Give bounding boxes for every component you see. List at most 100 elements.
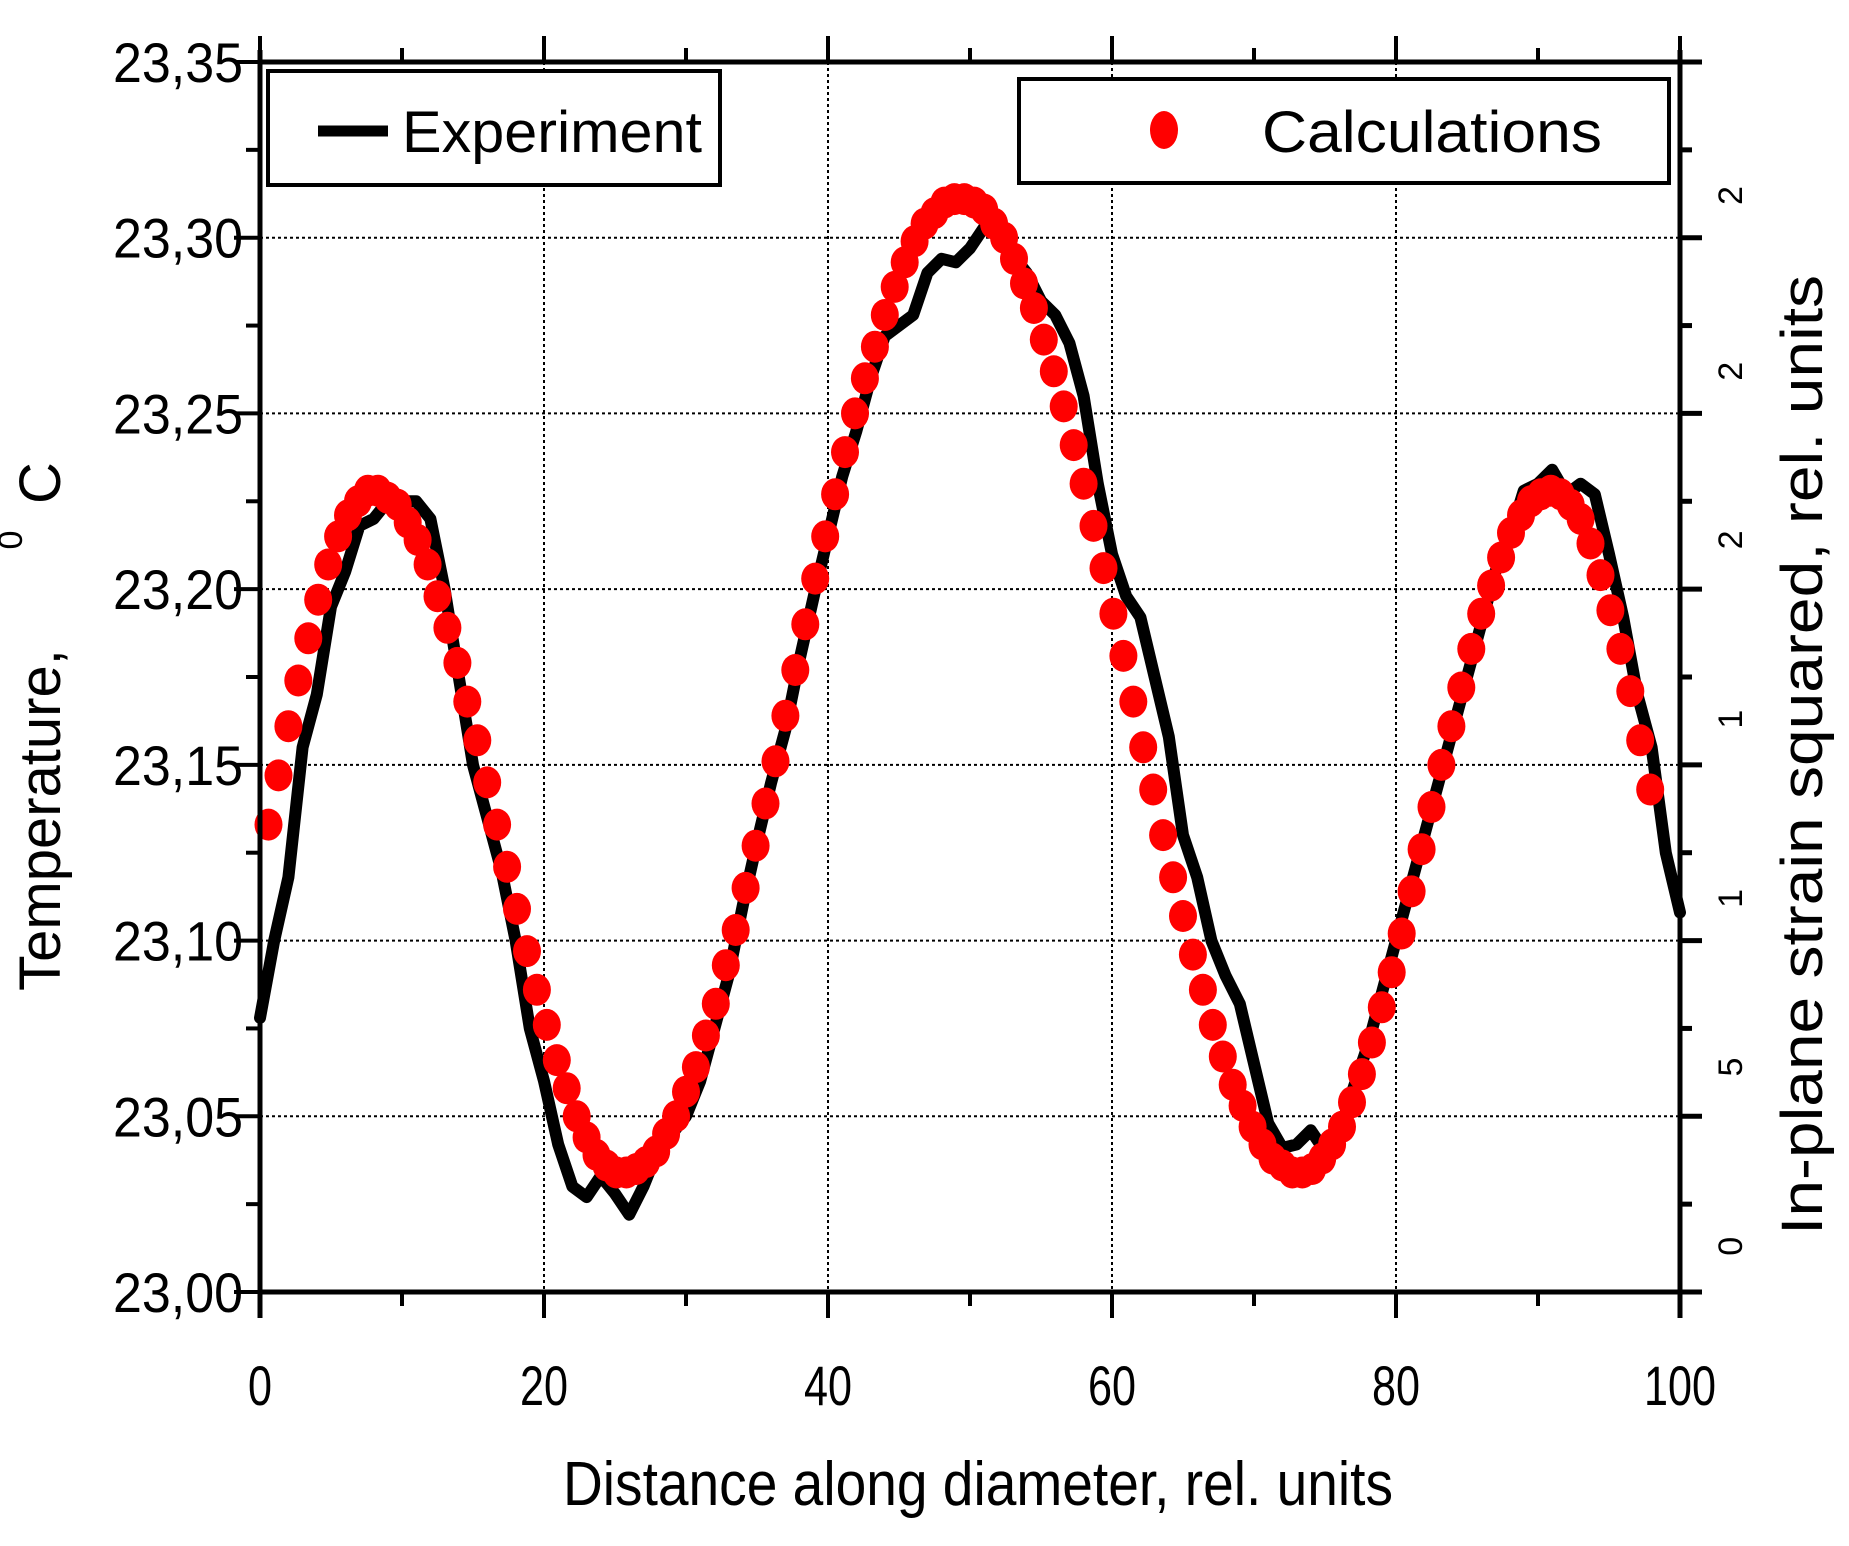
calculation-point-marker: [1059, 429, 1088, 462]
calculation-point-marker: [532, 1008, 561, 1041]
x-tick-label: 80: [1372, 1354, 1420, 1417]
calculation-point-marker: [1576, 527, 1605, 560]
calculation-point-marker: [711, 949, 740, 982]
calculation-point-marker: [274, 710, 303, 743]
y2-tick-label-fragment: 1: [1712, 889, 1750, 908]
calculation-point-marker: [841, 397, 869, 430]
plot-series: [254, 183, 1686, 1221]
y-tick-label: 23,30: [113, 207, 243, 270]
calculation-point-marker: [513, 935, 541, 968]
y2-tick-label-fragment: 5: [1712, 1058, 1750, 1077]
calculation-point-marker: [731, 871, 760, 904]
y2-axis-title: In-plane strain squared, rel. units: [1770, 275, 1835, 1235]
calculation-point-marker: [1169, 900, 1197, 932]
calculation-point-marker: [403, 523, 432, 556]
calculation-point-marker: [463, 724, 492, 757]
y2-tick-label: 5: [1712, 1058, 1750, 1077]
calculation-point-marker: [1626, 724, 1655, 757]
calculation-point-marker: [1367, 991, 1396, 1024]
x-tick-label: 0: [248, 1354, 272, 1417]
calculation-point-marker: [1129, 731, 1158, 764]
calculation-point-marker: [1109, 639, 1138, 672]
calculation-point-marker: [542, 1044, 571, 1077]
y-tick-label: 23,10: [113, 910, 243, 973]
calculation-point-marker: [1397, 875, 1426, 908]
calculation-point-marker: [304, 583, 333, 616]
y2-tick-label: 2: [1712, 186, 1750, 205]
calculation-point-marker: [662, 1100, 691, 1133]
calculation-point-marker: [831, 436, 859, 469]
calculation-point-marker: [1407, 833, 1436, 866]
y-tick-label: 23,20: [113, 558, 243, 621]
calculation-point-marker: [423, 580, 452, 613]
x-tick-label: 40: [804, 1354, 852, 1417]
calculation-point-marker: [1039, 355, 1068, 388]
axis-ticks: [234, 36, 1702, 1318]
calculation-point-marker: [1119, 685, 1148, 718]
calculation-point-marker: [761, 745, 790, 778]
y2-tick-label: 2: [1712, 530, 1750, 549]
calculation-point-marker: [503, 892, 531, 925]
y-axis-title: Temperature, 0 C: [0, 462, 73, 991]
calculation-point-marker: [1377, 956, 1406, 989]
legend-calculations-label: Calculations: [1262, 100, 1602, 165]
axis-tick-labels: 0 20 40 60 80 10023,0023,0523,1023,1523,2023,…: [113, 31, 1750, 1417]
calculation-point-marker: [1357, 1026, 1386, 1059]
calculation-point-marker: [1188, 973, 1217, 1006]
calculation-point-marker: [1487, 541, 1516, 574]
calculation-point-marker: [522, 973, 551, 1006]
y2-tick-label: 1: [1712, 889, 1750, 908]
calculation-point-marker: [1089, 552, 1118, 585]
x-axis-title: Distance along diameter, rel. units: [563, 1450, 1393, 1519]
x-tick-label: 20: [520, 1354, 568, 1417]
calculation-point-marker: [1387, 917, 1416, 950]
calculations-series-markers: [254, 183, 1665, 1189]
y2-tick-label: 2: [1712, 362, 1750, 381]
calculation-point-marker: [1049, 390, 1078, 423]
calculation-point-marker: [1010, 267, 1038, 300]
calculation-point-marker: [781, 654, 810, 686]
calculation-point-marker: [672, 1075, 700, 1108]
legend-calculations-box: [1017, 77, 1671, 185]
y2-tick-label-fragment: 1: [1712, 710, 1750, 729]
calculation-point-marker: [721, 914, 750, 946]
calculation-point-marker: [1616, 675, 1645, 708]
calculation-point-marker: [870, 299, 899, 331]
calculation-point-marker: [1417, 791, 1446, 823]
calculation-point-marker: [1328, 1110, 1356, 1143]
calculation-point-marker: [751, 787, 780, 820]
calculation-point-marker: [1000, 242, 1028, 275]
calculation-point-marker: [294, 622, 323, 655]
calculation-point-marker: [1586, 559, 1615, 592]
calculation-point-marker: [264, 759, 293, 792]
y-tick-label: 23,25: [113, 382, 243, 445]
calculation-point-marker: [284, 664, 313, 697]
legend-red-dot-swatch-icon: [1150, 111, 1178, 149]
calculation-point-marker: [1566, 502, 1595, 535]
calculation-point-marker: [860, 330, 889, 363]
calculation-point-marker: [1029, 323, 1058, 356]
calculation-point-marker: [1347, 1058, 1376, 1091]
calculation-point-marker: [1447, 671, 1476, 704]
calculation-point-marker: [1208, 1040, 1237, 1073]
calculation-point-marker: [1437, 710, 1466, 743]
calculation-point-marker: [1606, 632, 1635, 665]
calculation-point-marker: [314, 548, 343, 581]
calculation-point-marker: [473, 766, 502, 799]
calculation-point-marker: [1467, 597, 1496, 630]
calculation-point-marker: [821, 478, 850, 511]
calculation-point-marker: [1159, 861, 1188, 894]
calculation-point-marker: [453, 685, 482, 718]
calculation-point-marker: [681, 1051, 710, 1084]
y2-tick-label-fragment: 2: [1712, 530, 1750, 549]
calculation-point-marker: [1149, 819, 1178, 852]
calculation-point-marker: [1178, 938, 1207, 971]
y-tick-label: 23,15: [113, 734, 243, 797]
x-tick-label: 60: [1088, 1354, 1136, 1417]
calculation-point-marker: [1198, 1008, 1227, 1041]
y-tick-label: 23,35: [113, 31, 243, 94]
legend-experiment-label: Experiment: [402, 100, 702, 165]
calculation-point-marker: [1099, 597, 1128, 630]
